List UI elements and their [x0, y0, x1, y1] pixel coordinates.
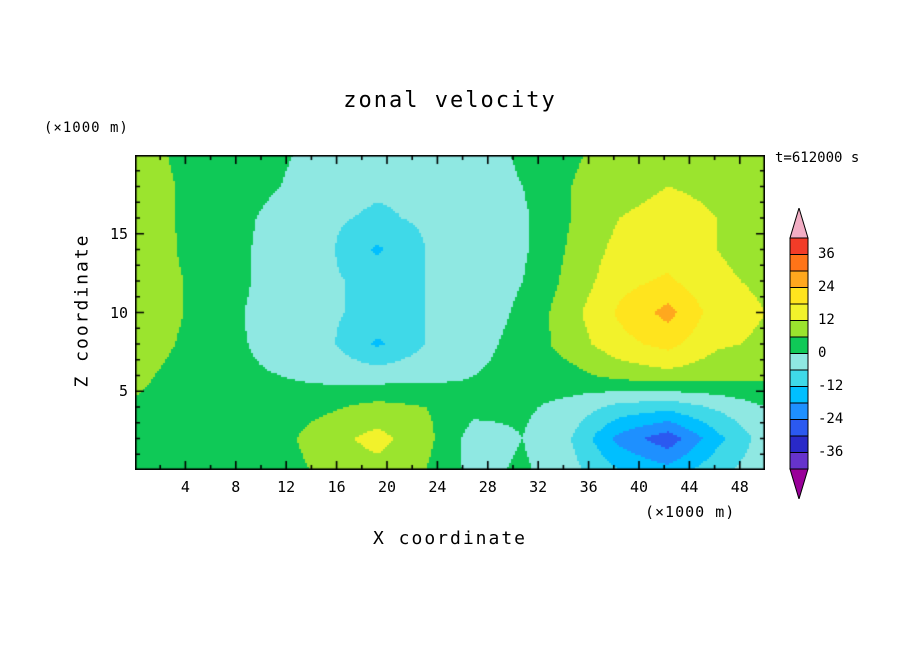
- x-tick-label: 16: [327, 478, 346, 496]
- x-tick-label: 28: [478, 478, 497, 496]
- x-axis-title: X coordinate: [372, 528, 528, 549]
- colorbar-label: -12: [818, 377, 844, 394]
- colorbar-label: -36: [818, 443, 844, 460]
- x-tick-label: 36: [579, 478, 598, 496]
- x-tick-label: 44: [680, 478, 699, 496]
- time-annotation: t=612000 s: [775, 150, 860, 166]
- colorbar-label: 24: [818, 278, 835, 295]
- y-tick-label: 15: [109, 224, 128, 243]
- x-tick-label: 40: [629, 478, 649, 496]
- x-tick-label: 20: [377, 478, 397, 496]
- y-tick-label: 10: [109, 303, 128, 322]
- colorbar-label: 0: [818, 344, 827, 361]
- y-axis-unit: (×1000 m): [44, 120, 129, 136]
- y-axis-title: Z coordinate: [71, 233, 93, 388]
- x-tick-label: 8: [231, 478, 241, 496]
- y-tick-label: 5: [118, 382, 128, 401]
- colorbar-scale: [789, 208, 809, 499]
- x-tick-label: 48: [730, 478, 749, 496]
- plot-title: zonal velocity: [343, 88, 557, 113]
- x-tick-label: 4: [180, 478, 190, 496]
- x-tick-label: 12: [277, 478, 296, 496]
- x-axis-unit: (×1000 m): [645, 503, 736, 521]
- colorbar: 36 24 12 0 -12 -24 -36: [786, 208, 866, 508]
- x-tick-label: 24: [428, 478, 447, 496]
- colorbar-label: 36: [818, 245, 835, 262]
- colorbar-label: 12: [818, 311, 835, 328]
- colorbar-label: -24: [818, 410, 844, 427]
- x-tick-label: 32: [529, 478, 548, 496]
- contour-plot-canvas: [135, 155, 765, 470]
